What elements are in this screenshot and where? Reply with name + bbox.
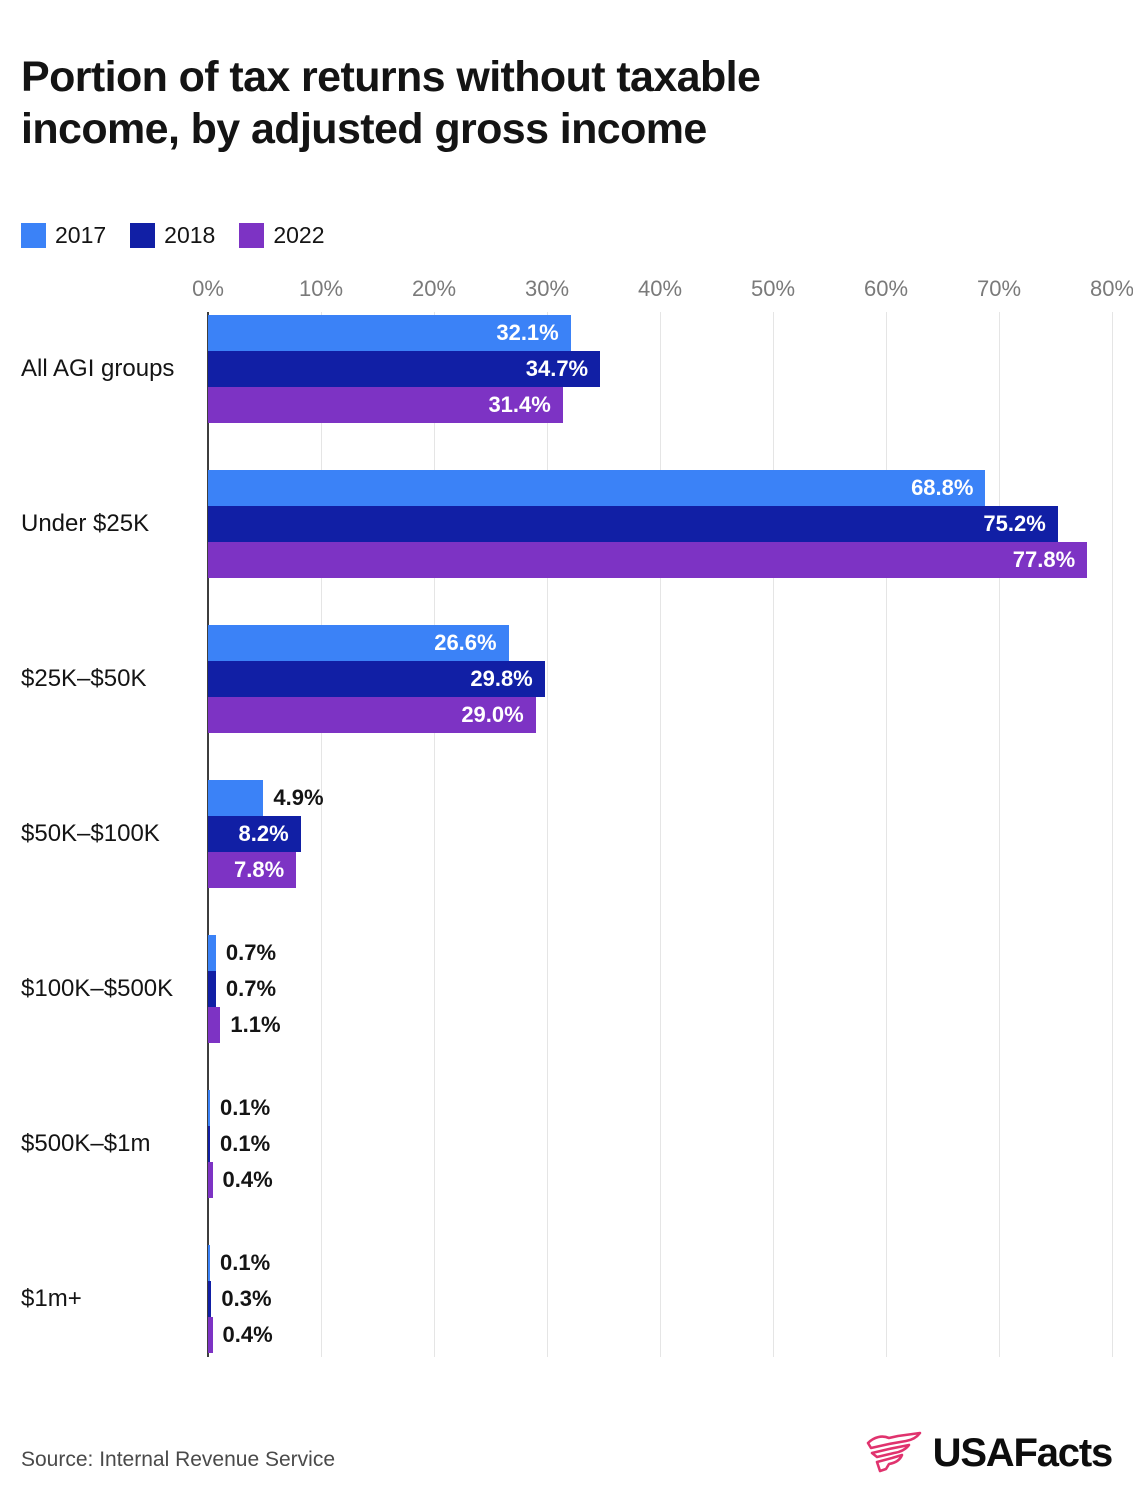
x-tick-label: 20% [411, 276, 457, 301]
legend-swatch [130, 223, 156, 248]
bar-value-label: 0.3% [221, 1286, 272, 1311]
legend-label: 2017 [55, 222, 107, 248]
category-label: All AGI groups [21, 355, 175, 382]
x-tick-label: 50% [750, 276, 796, 301]
legend-swatch [21, 223, 46, 248]
bar-value-label: 0.7% [225, 940, 277, 965]
bar-value-label: 8.2% [238, 821, 289, 846]
bar-value-label: 7.8% [233, 857, 285, 882]
bar-2022-0 [208, 387, 563, 423]
bar-2022-5 [208, 1162, 213, 1198]
bar-2018-3 [208, 816, 301, 852]
x-tick-label: 80% [1089, 276, 1133, 301]
legend-item-2022: 2022 [239, 222, 325, 249]
gridline [1112, 312, 1113, 1357]
bar-2017-3 [208, 780, 264, 816]
source-label: Source: Internal Revenue Service [21, 1448, 336, 1471]
gridline [321, 312, 322, 1357]
category-label: $1m+ [21, 1285, 82, 1312]
category-label: $500K–$1m [21, 1130, 151, 1157]
bar-2022-6 [208, 1317, 213, 1353]
x-tick-label: 70% [976, 276, 1022, 301]
gridline [660, 312, 661, 1357]
bar-2022-3 [208, 852, 297, 888]
x-tick-label: 40% [637, 276, 683, 301]
legend: 2017 2018 2022 [21, 222, 325, 249]
gridline [999, 312, 1000, 1357]
bar-2018-5 [208, 1126, 210, 1162]
bar-value-label: 75.2% [983, 511, 1046, 536]
bar-value-label: 0.1% [220, 1095, 271, 1120]
bar-2022-2 [208, 697, 536, 733]
brand-wordmark: USAFacts [932, 1430, 1114, 1475]
bar-2017-5 [208, 1090, 210, 1126]
legend-swatch [239, 223, 265, 248]
bar-2018-4 [208, 971, 216, 1007]
brand-logo: USAFacts [865, 1428, 1114, 1478]
bar-value-label: 32.1% [496, 320, 559, 345]
bar-value-label: 31.4% [488, 392, 551, 417]
x-tick-label: 30% [524, 276, 570, 301]
bar-value-label: 34.7% [525, 356, 589, 381]
bar-value-label: 29.8% [470, 666, 533, 691]
gridline [773, 312, 774, 1357]
bar-2018-2 [208, 661, 545, 697]
category-label: $25K–$50K [21, 665, 147, 692]
bar-2022-1 [208, 542, 1088, 578]
bar-value-label: 4.9% [273, 785, 324, 810]
bar-value-label: 26.6% [434, 630, 497, 655]
bar-2017-2 [208, 625, 509, 661]
gridline [886, 312, 887, 1357]
bar-value-label: 68.8% [911, 475, 974, 500]
bar-value-label: 0.1% [220, 1250, 271, 1275]
bar-2022-4 [208, 1007, 221, 1043]
bar-value-label: 0.4% [222, 1167, 273, 1192]
bar-value-label: 29.0% [461, 702, 524, 727]
bar-value-label: 77.8% [1012, 547, 1076, 572]
category-label: Under $25K [21, 510, 150, 537]
bar-2018-6 [208, 1281, 212, 1317]
bar-value-label: 1.1% [230, 1012, 281, 1037]
bar-value-label: 0.4% [222, 1322, 273, 1347]
bar-2017-1 [208, 470, 986, 506]
x-tick-label: 60% [863, 276, 909, 301]
x-tick-label: 0% [192, 276, 224, 301]
chart-title: Portion of tax returns without taxable i… [21, 52, 761, 154]
legend-item-2018: 2018 [130, 222, 215, 249]
legend-label: 2018 [164, 222, 216, 248]
bar-2017-6 [208, 1245, 210, 1281]
bar-2017-4 [208, 935, 216, 971]
bar-2018-1 [208, 506, 1058, 542]
usafacts-map-icon [865, 1428, 923, 1478]
category-label: $50K–$100K [21, 820, 160, 847]
bar-2017-0 [208, 315, 571, 351]
bar-value-label: 0.1% [220, 1131, 271, 1156]
gridline [547, 312, 548, 1357]
legend-item-2017: 2017 [21, 222, 106, 249]
bar-value-label: 0.7% [225, 976, 277, 1001]
bar-2018-0 [208, 351, 601, 387]
legend-label: 2022 [273, 222, 325, 248]
category-label: $100K–$500K [21, 975, 174, 1002]
x-tick-label: 10% [298, 276, 344, 301]
gridline [434, 312, 435, 1357]
